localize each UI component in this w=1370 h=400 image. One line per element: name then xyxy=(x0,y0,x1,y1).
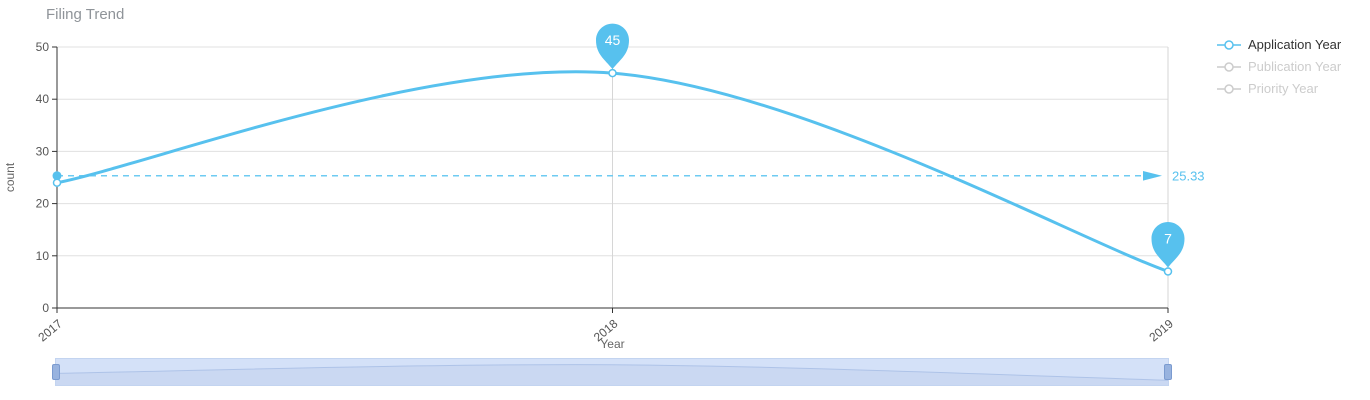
svg-text:30: 30 xyxy=(36,144,50,158)
legend-item-application-year[interactable]: Application Year xyxy=(1216,37,1341,52)
svg-text:Year: Year xyxy=(600,337,624,351)
legend-label: Priority Year xyxy=(1248,81,1319,96)
legend-label: Application Year xyxy=(1248,37,1342,52)
legend-item-priority-year[interactable]: Priority Year xyxy=(1216,81,1341,96)
svg-text:2019: 2019 xyxy=(1146,316,1176,344)
line-series-icon xyxy=(1217,39,1241,50)
line-series-icon xyxy=(1217,83,1241,94)
svg-text:10: 10 xyxy=(36,249,50,263)
svg-text:0: 0 xyxy=(42,301,49,315)
svg-text:45: 45 xyxy=(605,32,621,48)
datazoom-handle-right[interactable] xyxy=(1164,364,1172,380)
svg-text:7: 7 xyxy=(1164,230,1172,246)
legend-item-publication-year[interactable]: Publication Year xyxy=(1216,59,1341,74)
svg-text:40: 40 xyxy=(36,92,50,106)
line-series-icon xyxy=(1217,61,1241,72)
svg-text:2017: 2017 xyxy=(35,316,65,344)
svg-text:50: 50 xyxy=(36,40,50,54)
datazoom-slider[interactable] xyxy=(52,358,1172,386)
datazoom-preview xyxy=(56,359,1168,385)
legend: Application Year Publication Year Priori… xyxy=(1216,37,1341,96)
datazoom-handle-left[interactable] xyxy=(52,364,60,380)
chart-title: Filing Trend xyxy=(46,6,125,23)
svg-text:20: 20 xyxy=(36,197,50,211)
svg-text:count: count xyxy=(3,162,17,192)
legend-label: Publication Year xyxy=(1248,59,1342,74)
svg-text:25.33: 25.33 xyxy=(1172,168,1205,183)
